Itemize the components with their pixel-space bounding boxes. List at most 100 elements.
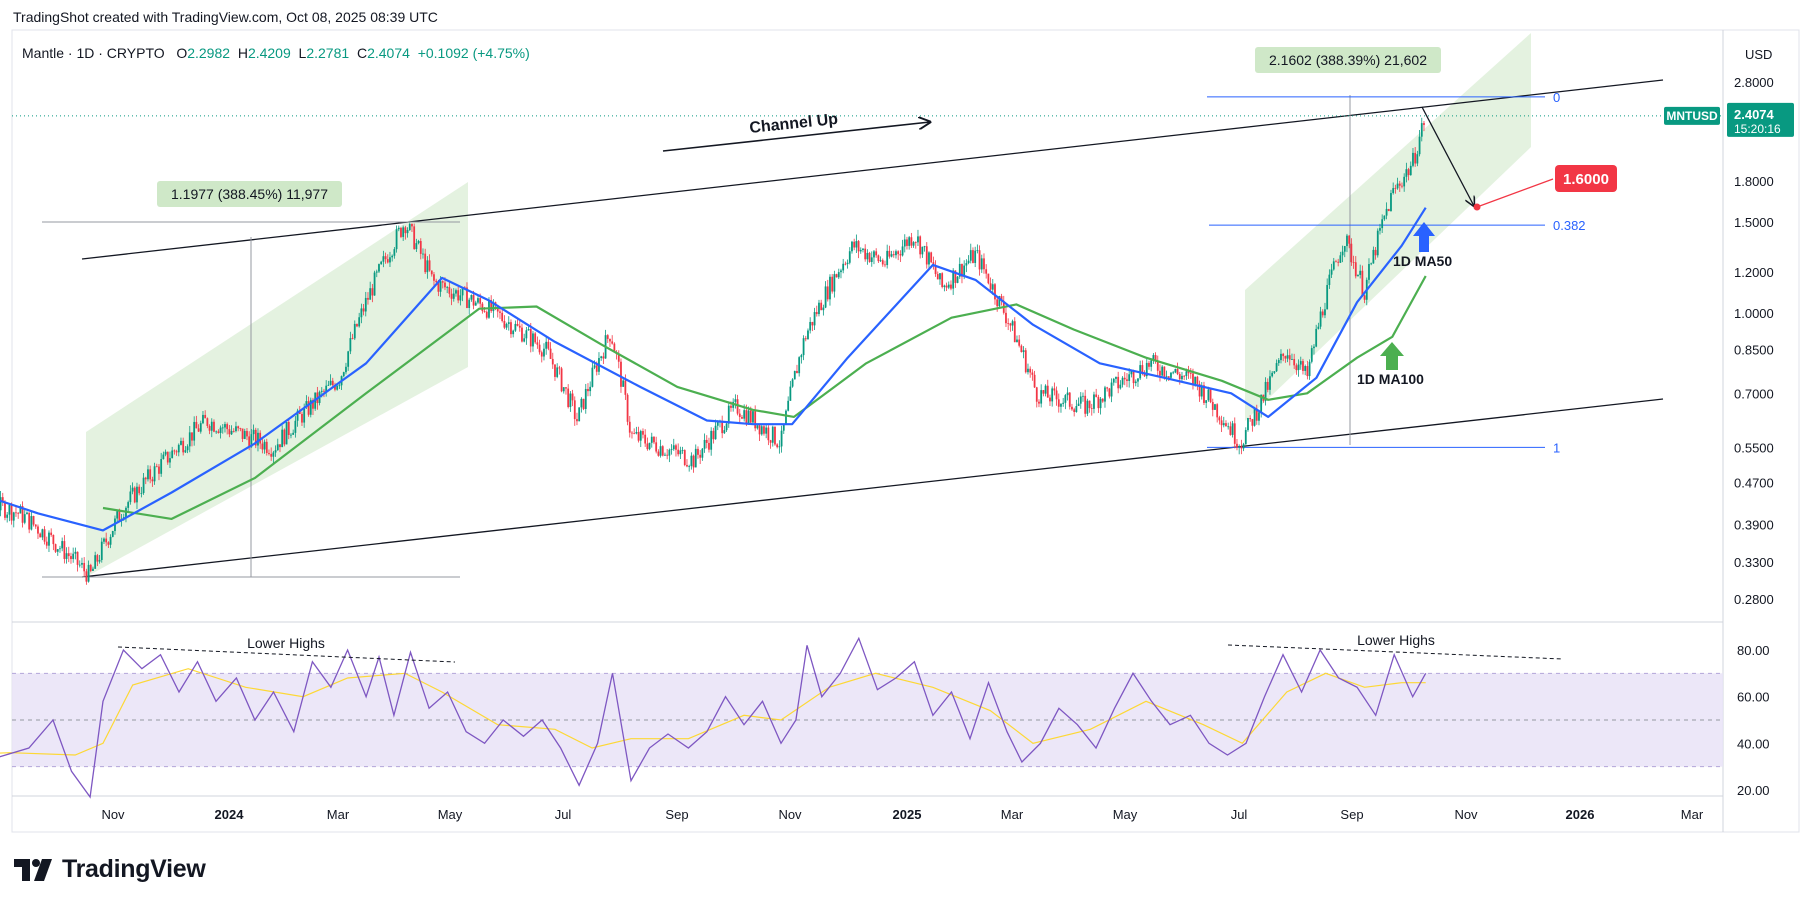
candle-body xyxy=(780,430,783,447)
candle-body xyxy=(43,529,46,542)
candle-body xyxy=(17,512,20,514)
candle-body xyxy=(147,469,149,480)
candle-body xyxy=(349,338,352,352)
candle-body xyxy=(1405,169,1408,177)
candle-body xyxy=(1020,345,1023,353)
candle-body xyxy=(749,410,752,423)
candle-body xyxy=(1088,400,1091,409)
candle-body xyxy=(897,251,900,255)
attribution-text: TradingShot created with TradingView.com… xyxy=(13,9,438,25)
candle-body xyxy=(912,242,915,246)
rsi-lines xyxy=(0,636,1427,799)
candle-body xyxy=(329,380,332,385)
candle-body xyxy=(1372,249,1375,264)
candle-body xyxy=(415,243,418,250)
candle-body xyxy=(111,530,114,537)
time-tick-label: Nov xyxy=(778,807,802,822)
candle-body xyxy=(235,426,237,432)
candle-body xyxy=(239,428,242,430)
candle-body xyxy=(1148,362,1150,367)
candle-body xyxy=(373,272,376,296)
candle-body xyxy=(375,271,378,273)
candle-body xyxy=(136,486,138,503)
candle-body xyxy=(862,248,864,250)
axes[interactable]: USD 2.8000 1.8000 1.5000 1.2000 1.0000 0.8500 0… xyxy=(101,47,1794,822)
candle-body xyxy=(1214,404,1216,410)
candle-body xyxy=(437,281,440,292)
candle-body xyxy=(703,439,706,449)
candle-body xyxy=(668,449,671,456)
candle-body xyxy=(419,241,422,254)
candle-body xyxy=(32,516,35,525)
candle-body xyxy=(1132,370,1135,384)
change-value: +0.1092 (+4.75%) xyxy=(417,45,530,61)
candle-body xyxy=(1403,176,1406,187)
candle-body xyxy=(1022,350,1025,353)
candle-body xyxy=(626,394,629,422)
candle-body xyxy=(386,259,389,263)
candle-body xyxy=(6,514,9,518)
candle-body xyxy=(969,250,972,261)
candle-body xyxy=(1126,379,1128,382)
candle-body xyxy=(301,413,303,423)
candle-body xyxy=(50,532,53,535)
candle-body xyxy=(1198,383,1201,397)
candle-body xyxy=(1253,408,1256,426)
candle-body xyxy=(356,323,358,327)
candle-body xyxy=(723,430,726,434)
candle-body xyxy=(593,365,596,368)
candle-body xyxy=(573,400,576,420)
candle-body xyxy=(620,361,622,387)
high-value: 2.4209 xyxy=(247,45,291,61)
candle-body xyxy=(523,338,526,342)
candle-body xyxy=(873,251,875,258)
candle-body xyxy=(1207,389,1210,401)
candle-body xyxy=(510,322,512,335)
ma100-label: 1D MA100 xyxy=(1357,371,1424,387)
candle-body xyxy=(672,445,675,450)
channel-lines[interactable] xyxy=(42,79,1664,578)
candle-body xyxy=(697,448,699,455)
candle-body xyxy=(708,442,710,450)
candle-body xyxy=(778,446,781,448)
price-tick-label: 2.8000 xyxy=(1734,75,1774,90)
candle-body xyxy=(1141,365,1144,374)
candle-body xyxy=(142,477,145,494)
candle-body xyxy=(518,325,521,328)
candle-body xyxy=(1295,365,1298,371)
candle-body xyxy=(140,493,143,494)
candle-body xyxy=(624,380,627,395)
last-price-value: 2.4074 xyxy=(1734,107,1775,122)
candle-body xyxy=(100,541,103,560)
candle-body xyxy=(1033,374,1036,388)
tradingview-logo: TradingView xyxy=(14,855,206,884)
candle-body xyxy=(103,538,105,542)
candle-body xyxy=(987,273,990,284)
candle-body xyxy=(835,274,838,278)
candle-body xyxy=(998,296,1001,307)
candle-body xyxy=(950,284,952,289)
candle-body xyxy=(1260,394,1263,413)
candle-body xyxy=(177,444,180,453)
candle-body xyxy=(439,281,442,292)
candle-body xyxy=(1247,417,1249,431)
candle-body xyxy=(4,502,6,518)
candle-body xyxy=(131,487,134,492)
candle-body xyxy=(996,299,999,307)
candle-body xyxy=(908,237,911,246)
price-tick-label: 1.5000 xyxy=(1734,215,1774,230)
candle-body xyxy=(1244,430,1247,445)
candle-body xyxy=(1057,399,1060,407)
candle-body xyxy=(457,290,460,301)
candle-body xyxy=(19,506,22,514)
fib-levels[interactable]: 0 0.382 1 xyxy=(1207,90,1586,455)
candle-body xyxy=(917,236,919,243)
candle-body xyxy=(166,451,169,463)
candle-body xyxy=(710,430,713,450)
annotations[interactable]: Channel Up1.1977 (388.45%) 11,9772.1602 … xyxy=(12,47,1723,663)
candle-body xyxy=(83,562,86,572)
candle-body xyxy=(1000,296,1003,302)
candle-body xyxy=(1412,152,1414,166)
candle-body xyxy=(818,302,820,315)
